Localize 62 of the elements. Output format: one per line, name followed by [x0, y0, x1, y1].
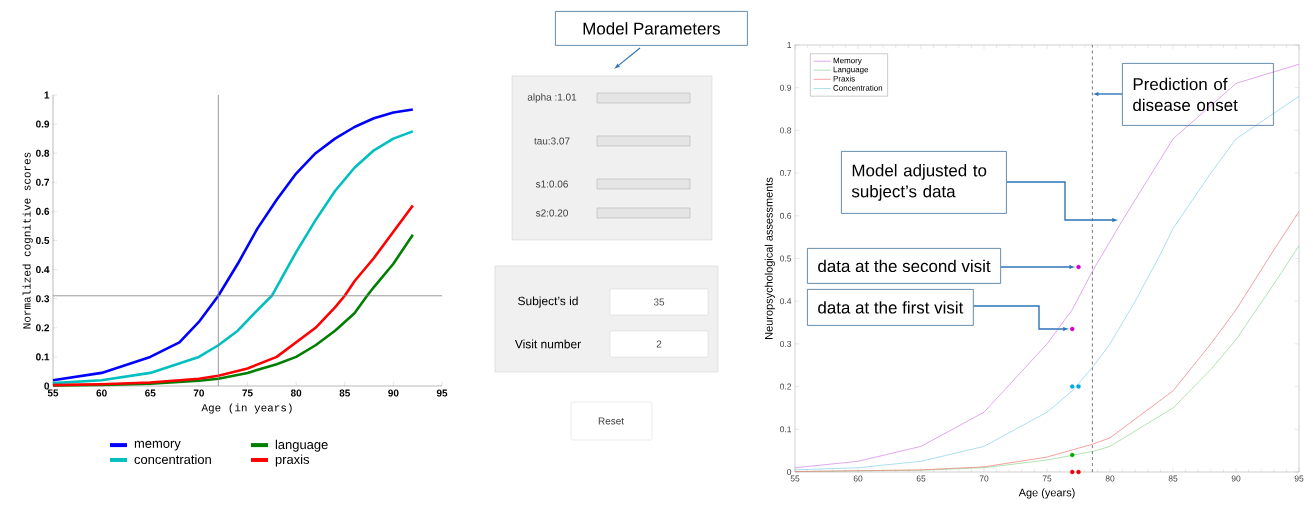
- x-tick-label: 55: [47, 389, 59, 397]
- x-tick-label: 80: [290, 389, 302, 397]
- y-tick-label: 0.1: [36, 353, 50, 361]
- y-tick-label: 0.9: [780, 84, 792, 91]
- y-tick-label: 0.8: [780, 127, 792, 134]
- x-tick-label: 70: [979, 475, 989, 482]
- annotation: Model adjusted to subject’s data: [851, 164, 987, 201]
- y-tick-label: 0.9: [36, 120, 50, 128]
- x-tick-label: 85: [1168, 475, 1178, 482]
- y-tick-label: 1: [787, 42, 792, 48]
- y-tick-label: 0.2: [36, 324, 50, 332]
- x-tick-label: 70: [193, 389, 205, 397]
- y-tick-label: 0.4: [36, 266, 50, 274]
- text: Model Parameters: [583, 22, 720, 35]
- y-tick-label: 0.2: [780, 383, 792, 390]
- x-tick-label: 55: [790, 475, 800, 482]
- y-tick-label: 0: [787, 469, 792, 475]
- text: alpha :1.01: [527, 93, 577, 103]
- legend-label: language: [275, 439, 328, 452]
- x-axis-title: Age (years): [1018, 488, 1075, 499]
- y-tick-label: 0.4: [780, 298, 792, 305]
- x-tick-label: 90: [1231, 475, 1241, 482]
- y-tick-label: 0.7: [780, 170, 792, 177]
- y-axis-title: Normalized cognitive scores: [22, 152, 33, 329]
- x-tick-label: 65: [145, 389, 156, 397]
- text: s1:0.06: [535, 180, 568, 188]
- y-axis-title: Neuropsychological assessments: [764, 177, 775, 339]
- y-tick-label: 0: [44, 382, 50, 390]
- x-tick-label: 80: [1105, 475, 1115, 482]
- x-tick-label: 75: [242, 389, 253, 397]
- y-tick-label: 0.5: [780, 255, 792, 262]
- text: Subject’s id: [518, 296, 578, 308]
- x-tick-label: 95: [1294, 475, 1304, 482]
- text: Visit number: [514, 339, 581, 349]
- text: s2:0.20: [535, 209, 568, 217]
- x-tick-label: 75: [1042, 475, 1052, 482]
- annotation: Prediction of disease onset: [1133, 77, 1238, 112]
- y-tick-label: 0.6: [36, 207, 50, 215]
- legend-label: memory: [134, 440, 181, 451]
- y-tick-label: 1: [44, 91, 50, 99]
- x-tick-label: 60: [96, 389, 107, 397]
- legend-label: concentration: [134, 454, 211, 465]
- annotation: data at the first visit: [818, 301, 964, 314]
- text: tau:3.07: [534, 137, 570, 145]
- annotation: data at the second visit: [818, 259, 991, 273]
- y-tick-label: 0.1: [780, 426, 792, 433]
- text: 35: [653, 298, 665, 306]
- x-axis-title: Age (in years): [201, 403, 292, 414]
- x-tick-label: 65: [916, 475, 926, 482]
- x-tick-label: 90: [388, 389, 399, 397]
- legend-label: praxis: [275, 454, 310, 467]
- y-tick-label: 0.3: [36, 295, 50, 303]
- x-tick-label: 60: [853, 475, 863, 482]
- y-tick-label: 0.8: [36, 149, 50, 157]
- text: 2: [656, 340, 662, 348]
- text: Reset: [598, 417, 624, 425]
- y-tick-label: 0.5: [36, 236, 50, 245]
- x-tick-label: 95: [436, 389, 448, 397]
- x-tick-label: 85: [339, 389, 351, 397]
- y-tick-label: 0.3: [780, 340, 792, 347]
- y-tick-label: 0.6: [780, 212, 792, 219]
- y-tick-label: 0.7: [36, 178, 50, 186]
